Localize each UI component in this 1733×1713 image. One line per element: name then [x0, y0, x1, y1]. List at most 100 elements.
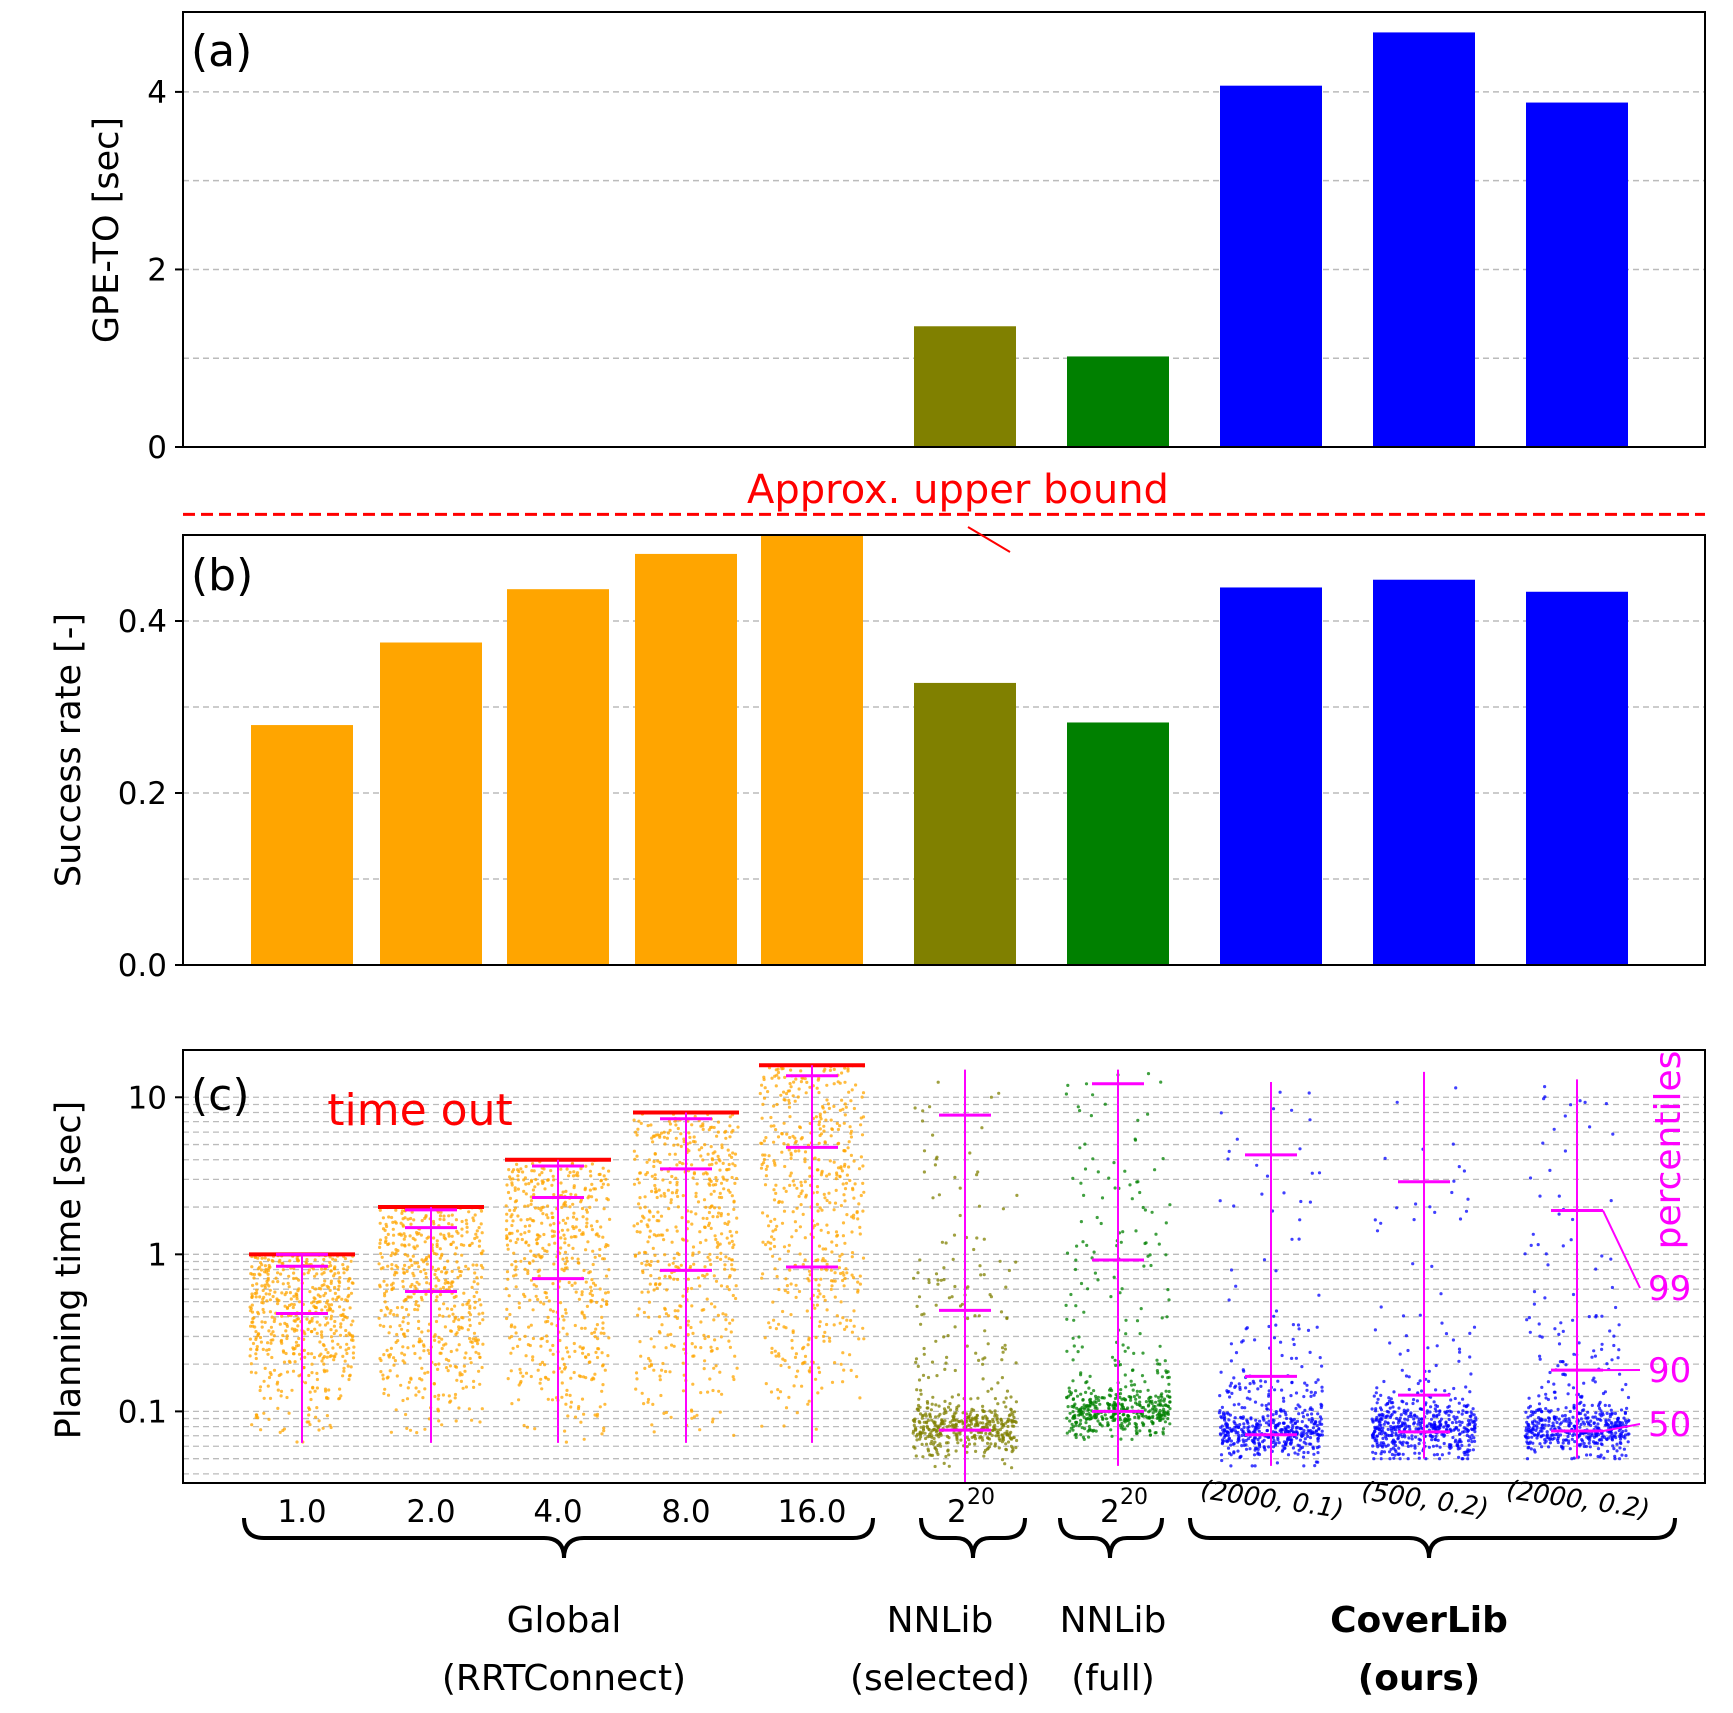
scatter-point	[660, 1368, 664, 1372]
bar	[914, 682, 1016, 965]
scatter-point	[1219, 1433, 1223, 1437]
scatter-point	[329, 1281, 333, 1285]
scatter-point	[720, 1392, 724, 1396]
scatter-point	[1401, 1452, 1405, 1456]
scatter-point	[453, 1304, 457, 1308]
scatter-point	[956, 1393, 961, 1397]
panel-b-ylabel: Success rate [-]	[49, 613, 89, 887]
scatter-point	[1158, 1344, 1162, 1348]
scatter-point	[465, 1225, 469, 1229]
scatter-point	[468, 1306, 472, 1310]
scatter-point	[1316, 1412, 1320, 1416]
scatter-point	[1403, 1417, 1407, 1421]
scatter-point	[1227, 1149, 1231, 1153]
scatter-point	[257, 1332, 261, 1336]
scatter-point	[691, 1253, 695, 1257]
scatter-point	[318, 1294, 322, 1299]
bar	[1067, 722, 1169, 965]
scatter-point	[446, 1281, 450, 1285]
bar	[251, 725, 353, 965]
scatter-point	[914, 1360, 918, 1364]
scatter-point	[580, 1206, 585, 1211]
scatter-point	[506, 1277, 510, 1281]
scatter-point	[788, 1115, 792, 1119]
scatter-point	[606, 1243, 610, 1248]
scatter-point	[560, 1228, 565, 1232]
scatter-point	[1392, 1456, 1396, 1460]
scatter-point	[730, 1239, 734, 1243]
scatter-point	[259, 1268, 264, 1272]
scatter-point	[338, 1276, 342, 1280]
scatter-point	[258, 1335, 263, 1340]
scatter-point	[786, 1249, 791, 1253]
scatter-point	[279, 1394, 283, 1398]
scatter-point	[937, 1404, 941, 1408]
scatter-point	[772, 1159, 776, 1163]
scatter-point	[773, 1163, 777, 1167]
scatter-point	[320, 1284, 324, 1288]
scatter-point	[563, 1250, 568, 1254]
scatter-point	[728, 1135, 732, 1139]
scatter-point	[997, 1446, 1001, 1450]
scatter-point	[1164, 1221, 1168, 1225]
scatter-point	[856, 1217, 860, 1221]
scatter-point	[726, 1222, 730, 1226]
scatter-point	[697, 1148, 701, 1152]
scatter-point	[437, 1393, 441, 1397]
scatter-point	[308, 1423, 312, 1427]
scatter-point	[674, 1225, 678, 1229]
scatter-point	[722, 1187, 726, 1191]
scatter-point	[588, 1360, 592, 1364]
scatter-point	[913, 1106, 917, 1110]
scatter-point	[838, 1321, 842, 1325]
scatter-point	[921, 1431, 925, 1435]
scatter-point	[1160, 1375, 1164, 1379]
scatter-point	[1071, 1176, 1075, 1180]
scatter-point	[665, 1228, 669, 1232]
scatter-point	[593, 1255, 597, 1259]
scatter-point	[1160, 1392, 1164, 1396]
scatter-point	[587, 1271, 591, 1275]
scatter-point	[1248, 1447, 1252, 1451]
scatter-point	[640, 1391, 644, 1395]
scatter-point	[566, 1350, 570, 1354]
scatter-point	[1397, 1446, 1401, 1450]
scatter-point	[715, 1134, 719, 1138]
scatter-point	[927, 1278, 931, 1282]
scatter-point	[639, 1219, 643, 1223]
scatter-point	[513, 1188, 517, 1192]
scatter-point	[1534, 1428, 1538, 1432]
scatter-point	[695, 1182, 699, 1186]
scatter-point	[589, 1224, 594, 1228]
scatter-point	[1161, 1404, 1165, 1408]
scatter-point	[601, 1321, 605, 1325]
scatter-point	[344, 1348, 348, 1352]
scatter-point	[772, 1318, 776, 1322]
scatter-point	[943, 1367, 947, 1371]
scatter-point	[423, 1371, 427, 1375]
scatter-point	[1538, 1194, 1542, 1198]
scatter-point	[453, 1396, 457, 1400]
scatter-point	[1401, 1314, 1406, 1318]
scatter-point	[407, 1313, 411, 1317]
scatter-point	[982, 1273, 986, 1277]
scatter-point	[1140, 1374, 1145, 1378]
scatter-point	[946, 1448, 950, 1452]
scatter-point	[281, 1282, 285, 1286]
scatter-point	[825, 1322, 829, 1327]
scatter-point	[401, 1345, 405, 1349]
scatter-point	[541, 1205, 545, 1209]
scatter-point	[845, 1318, 849, 1322]
scatter-point	[474, 1232, 478, 1236]
scatter-point	[1307, 1091, 1311, 1095]
scatter-point	[923, 1431, 927, 1435]
scatter-point	[690, 1342, 694, 1346]
scatter-point	[404, 1412, 408, 1417]
scatter-point	[387, 1215, 391, 1219]
scatter-point	[1457, 1440, 1461, 1444]
scatter-point	[833, 1361, 837, 1365]
scatter-point	[658, 1378, 662, 1382]
scatter-point	[660, 1323, 664, 1327]
scatter-point	[958, 1304, 963, 1308]
scatter-point	[920, 1416, 924, 1420]
